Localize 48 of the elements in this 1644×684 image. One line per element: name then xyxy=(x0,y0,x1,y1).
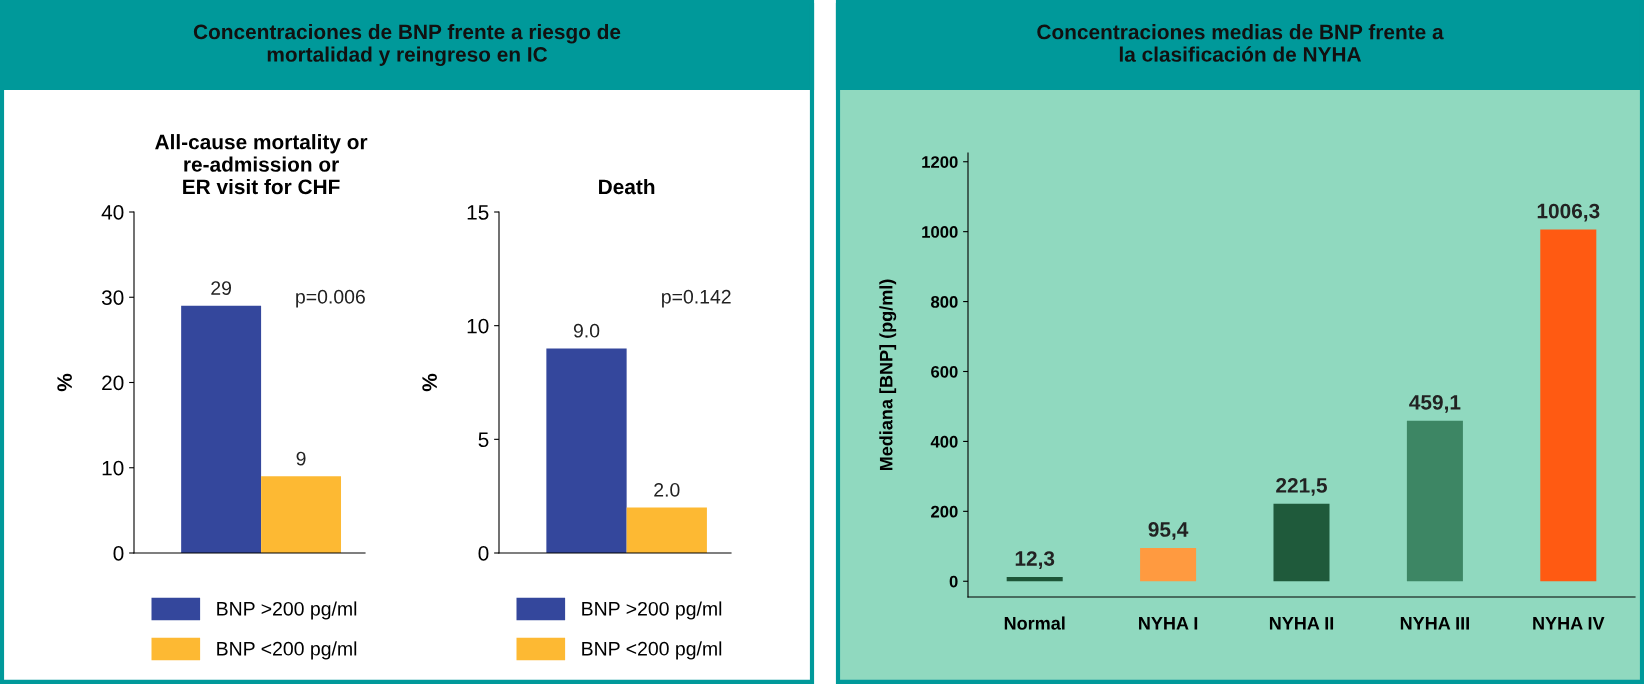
y-tick-label: 5 xyxy=(478,432,489,448)
x-tick-label: NYHA III xyxy=(1400,617,1469,630)
chart-title: All-cause mortality or re-admission or ER visit for CHF xyxy=(155,134,368,195)
legend-label: BNP <200 pg/ml xyxy=(217,641,357,660)
y-tick-label: 30 xyxy=(101,290,124,305)
data-label: 12,3 xyxy=(1015,551,1055,569)
bar xyxy=(1140,547,1197,582)
y-tick-label: 10 xyxy=(102,460,124,476)
data-label: 459,1 xyxy=(1409,394,1461,413)
x-tick-label: NYHA II xyxy=(1269,617,1334,630)
y-tick-label: 15 xyxy=(467,205,489,220)
chart-title: Death xyxy=(599,178,655,195)
legend-label: BNP <200 pg/ml xyxy=(582,641,722,660)
y-tick-label: 200 xyxy=(931,505,958,518)
bar xyxy=(1406,420,1463,582)
y-tick-label: 400 xyxy=(930,435,958,448)
data-label: 221,5 xyxy=(1276,478,1327,496)
y-tick-label: 1000 xyxy=(922,226,958,238)
y-tick-label: 800 xyxy=(931,295,958,308)
chart-title: Concentraciones medias de BNP frente a la clasificación de NYHA xyxy=(1037,24,1444,62)
y-axis-title: % xyxy=(422,373,437,392)
x-tick-label: Normal xyxy=(1004,616,1065,630)
data-label: 9 xyxy=(296,451,306,466)
bar xyxy=(1540,229,1597,582)
y-tick-label: 40 xyxy=(101,205,124,220)
bar xyxy=(1006,576,1063,582)
y-axis-title: Mediana [BNP] (pg/ml) xyxy=(879,279,897,471)
legend-label: BNP >200 pg/ml xyxy=(582,601,722,620)
bar xyxy=(1273,503,1330,582)
annotation: p=0.006 xyxy=(296,289,365,308)
annotation: p=0.142 xyxy=(662,289,731,308)
data-label: 29 xyxy=(211,281,232,295)
data-label: 95,4 xyxy=(1148,522,1189,540)
legend-label: BNP >200 pg/ml xyxy=(217,601,357,620)
data-label: 9.0 xyxy=(573,323,600,338)
y-axis-title: % xyxy=(57,373,72,392)
y-tick-label: 20 xyxy=(102,375,124,391)
y-tick-label: 600 xyxy=(931,365,958,378)
y-tick-label: 1200 xyxy=(922,156,958,168)
data-label: 1006,3 xyxy=(1537,203,1600,222)
text: Concentraciones de BNP frente a riesgo de mortalidad y reingreso en IC xyxy=(193,23,621,67)
y-tick-label: 0 xyxy=(949,575,958,588)
x-tick-label: NYHA IV xyxy=(1533,617,1605,630)
y-tick-label: 10 xyxy=(467,318,489,334)
x-tick-label: NYHA I xyxy=(1139,617,1198,630)
y-tick-label: 0 xyxy=(113,546,124,561)
data-label: 2.0 xyxy=(654,482,680,497)
y-tick-label: 0 xyxy=(478,546,489,561)
